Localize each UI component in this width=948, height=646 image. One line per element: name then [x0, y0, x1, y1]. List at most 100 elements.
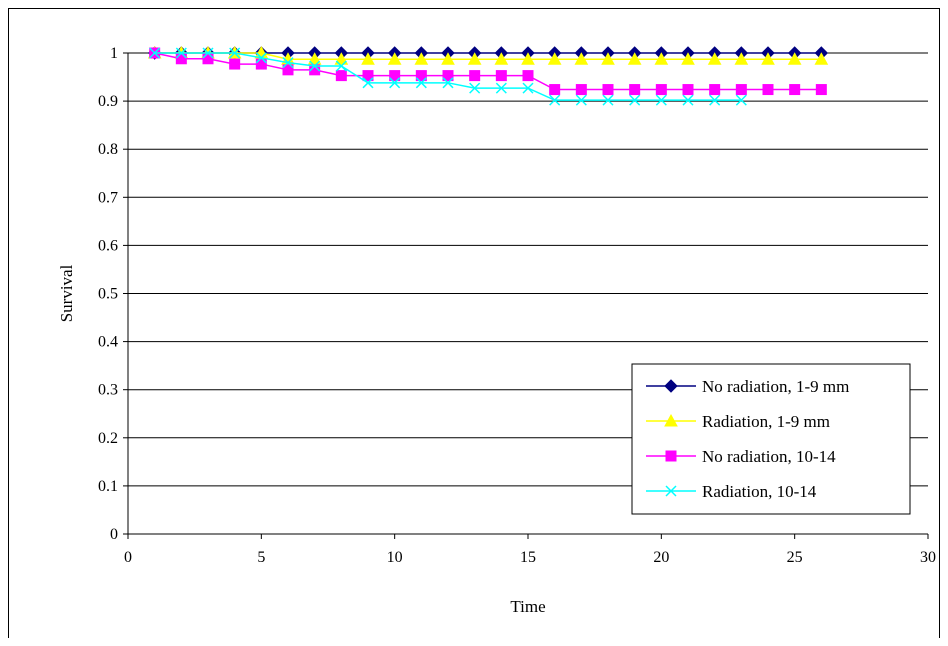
data-point — [789, 84, 801, 96]
data-point — [682, 84, 694, 96]
data-point — [255, 58, 267, 70]
data-point — [627, 52, 642, 65]
data-point — [681, 52, 695, 65]
legend-label: Radiation, 1-9 mm — [702, 412, 830, 431]
data-point — [335, 70, 347, 82]
y-tick-label: 0.9 — [98, 93, 118, 110]
x-tick-label: 25 — [787, 549, 803, 566]
y-tick-label: 0.3 — [98, 382, 118, 399]
y-tick-label: 1 — [110, 45, 118, 62]
data-point — [495, 82, 507, 94]
data-point — [361, 52, 375, 65]
legend-label: No radiation, 10-14 — [702, 447, 836, 466]
legend-label: Radiation, 10-14 — [702, 482, 817, 501]
data-point — [601, 52, 615, 65]
data-point — [307, 52, 322, 65]
data-point — [521, 52, 535, 65]
y-tick-label: 0.1 — [98, 478, 118, 495]
y-tick-label: 0.5 — [98, 286, 118, 303]
data-point — [175, 53, 187, 65]
data-point — [362, 70, 374, 82]
data-point — [815, 84, 827, 96]
data-point — [494, 52, 509, 65]
data-point — [467, 52, 482, 65]
data-point — [309, 64, 321, 76]
data-point — [734, 52, 749, 65]
legend-item: Radiation, 10-14 — [646, 482, 817, 501]
data-point — [202, 47, 214, 59]
y-tick-label: 0.8 — [98, 141, 118, 158]
data-point — [415, 77, 427, 89]
data-point — [202, 53, 214, 65]
y-tick-labels: 0 0.1 0.2 0.3 0.4 0.5 0.6 0.7 0.8 0.9 1 — [98, 45, 128, 543]
data-point — [709, 84, 721, 96]
data-point — [229, 47, 241, 59]
x-tick-labels: 0 5 10 15 20 25 30 — [124, 534, 936, 566]
series-3 — [149, 47, 747, 106]
data-point — [735, 84, 747, 96]
chart-frame — [8, 8, 940, 638]
x-tick-label: 0 — [124, 549, 132, 566]
data-point — [362, 77, 374, 89]
data-point — [762, 84, 774, 96]
y-tick-label: 0.7 — [98, 189, 118, 206]
data-point — [654, 52, 669, 65]
data-point — [602, 84, 614, 96]
data-point — [547, 52, 562, 65]
legend-swatch-marker — [665, 450, 677, 462]
data-point — [442, 77, 454, 89]
data-point — [495, 70, 507, 82]
y-axis-title: Survival — [57, 264, 76, 322]
data-point — [522, 70, 534, 82]
legend-item: No radiation, 1-9 mm — [646, 377, 849, 396]
data-point — [787, 52, 802, 65]
legend-swatch-marker — [665, 485, 677, 497]
data-point — [549, 84, 561, 96]
x-tick-label: 20 — [653, 549, 669, 566]
data-point — [549, 94, 561, 106]
data-point — [707, 52, 722, 65]
x-tick-label: 30 — [920, 549, 936, 566]
legend-item: Radiation, 1-9 mm — [646, 412, 830, 431]
x-axis-title: Time — [510, 597, 545, 616]
data-point — [442, 70, 454, 82]
legend-swatch-marker — [664, 413, 678, 427]
data-point — [469, 82, 481, 94]
data-point — [415, 70, 427, 82]
data-point — [255, 52, 267, 64]
data-point — [574, 52, 589, 65]
data-point — [149, 47, 161, 59]
x-tick-label: 10 — [387, 549, 403, 566]
data-point — [282, 64, 294, 76]
data-point — [522, 82, 534, 94]
data-point — [309, 60, 321, 72]
x-tick-label: 15 — [520, 549, 536, 566]
legend-swatch-marker — [664, 379, 678, 393]
y-tick-label: 0.4 — [98, 334, 118, 351]
legend: No radiation, 1-9 mm Radiation, 1-9 mm No … — [631, 363, 911, 515]
data-point — [575, 94, 587, 106]
data-point — [441, 52, 455, 65]
data-point — [469, 70, 481, 82]
data-point — [709, 94, 721, 106]
y-tick-label: 0 — [110, 526, 118, 543]
series-lines — [147, 45, 829, 106]
data-point — [655, 84, 667, 96]
data-point — [387, 52, 402, 65]
data-point — [389, 70, 401, 82]
data-point — [602, 94, 614, 106]
data-point — [655, 94, 667, 106]
y-tick-label: 0.2 — [98, 430, 118, 447]
y-tick-label: 0.6 — [98, 237, 118, 254]
legend-box — [631, 363, 911, 515]
data-point — [414, 52, 429, 65]
data-point — [282, 57, 294, 69]
data-point — [629, 94, 641, 106]
data-point — [334, 52, 349, 65]
data-point — [229, 58, 241, 70]
data-point — [389, 77, 401, 89]
data-point — [761, 52, 775, 65]
data-point — [175, 47, 187, 59]
legend-item: No radiation, 10-14 — [646, 447, 836, 466]
